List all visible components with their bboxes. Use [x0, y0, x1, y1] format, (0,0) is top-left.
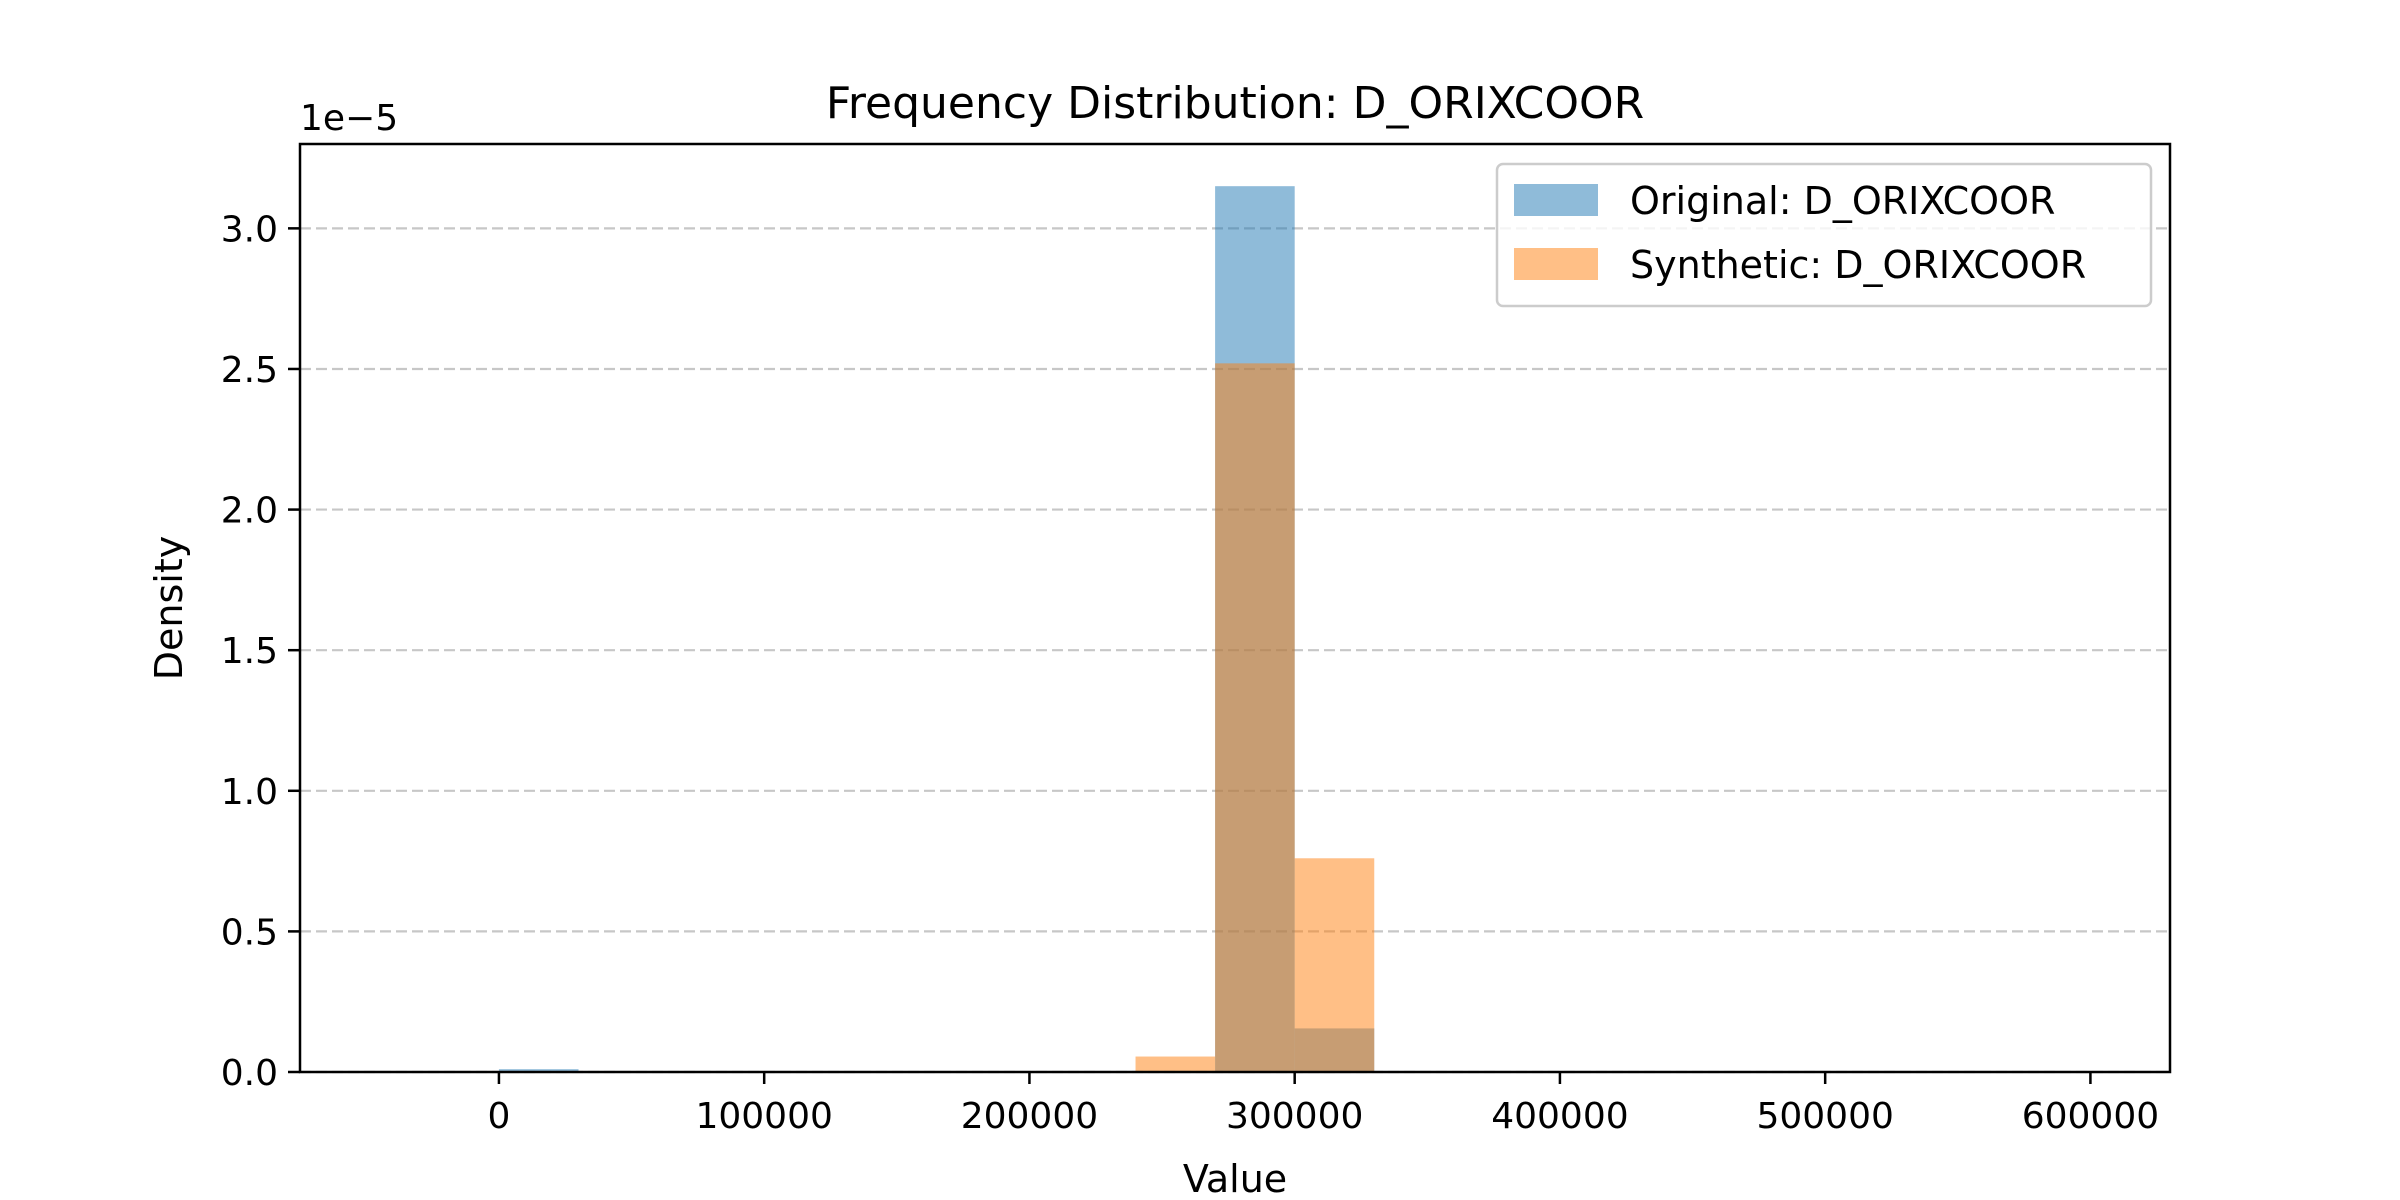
- bar-synthetic-1: [1215, 363, 1295, 1072]
- y-tick-label-2: 1.0: [221, 772, 278, 813]
- y-tick-label-1: 0.5: [221, 912, 278, 953]
- legend: Original: D_ORIXCOOR Synthetic: D_ORIXCO…: [1495, 162, 2153, 308]
- x-axis-label: Value: [1183, 1157, 1287, 1200]
- x-tick-label-2: 200000: [961, 1096, 1098, 1137]
- bar-original-0: [498, 1069, 579, 1072]
- legend-box: [1495, 162, 2153, 308]
- chart-title: Frequency Distribution: D_ORIXCOOR: [826, 78, 1644, 129]
- legend-label-original: Original: D_ORIXCOOR: [1630, 179, 2055, 223]
- histogram-bars: [498, 186, 1375, 1072]
- x-tick-label-3: 300000: [1226, 1096, 1363, 1137]
- x-tick-label-4: 400000: [1491, 1096, 1628, 1137]
- legend-swatch-original: [1514, 184, 1598, 216]
- legend-label-synthetic: Synthetic: D_ORIXCOOR: [1630, 243, 2086, 287]
- axis-ticks: 0 100000 200000 300000 400000 500000 600000 0.0…: [221, 209, 2159, 1137]
- x-tick-label-1: 100000: [695, 1096, 832, 1137]
- y-axis-label: Density: [147, 536, 191, 680]
- y-scale-label: 1e−5: [300, 98, 398, 139]
- plot-frame: [298, 142, 2172, 1074]
- legend-swatch-synthetic: [1514, 248, 1598, 280]
- bar-synthetic-2: [1294, 858, 1375, 1072]
- x-tick-label-0: 0: [487, 1096, 510, 1137]
- bar-synthetic-0: [1135, 1056, 1216, 1072]
- y-tick-label-6: 3.0: [221, 209, 278, 250]
- y-tick-label-3: 1.5: [221, 631, 278, 672]
- x-tick-label-5: 500000: [1756, 1096, 1893, 1137]
- y-tick-label-4: 2.0: [221, 491, 278, 532]
- y-tick-label-0: 0.0: [221, 1053, 278, 1094]
- y-tick-label-5: 2.5: [221, 350, 278, 391]
- x-tick-label-6: 600000: [2022, 1096, 2159, 1137]
